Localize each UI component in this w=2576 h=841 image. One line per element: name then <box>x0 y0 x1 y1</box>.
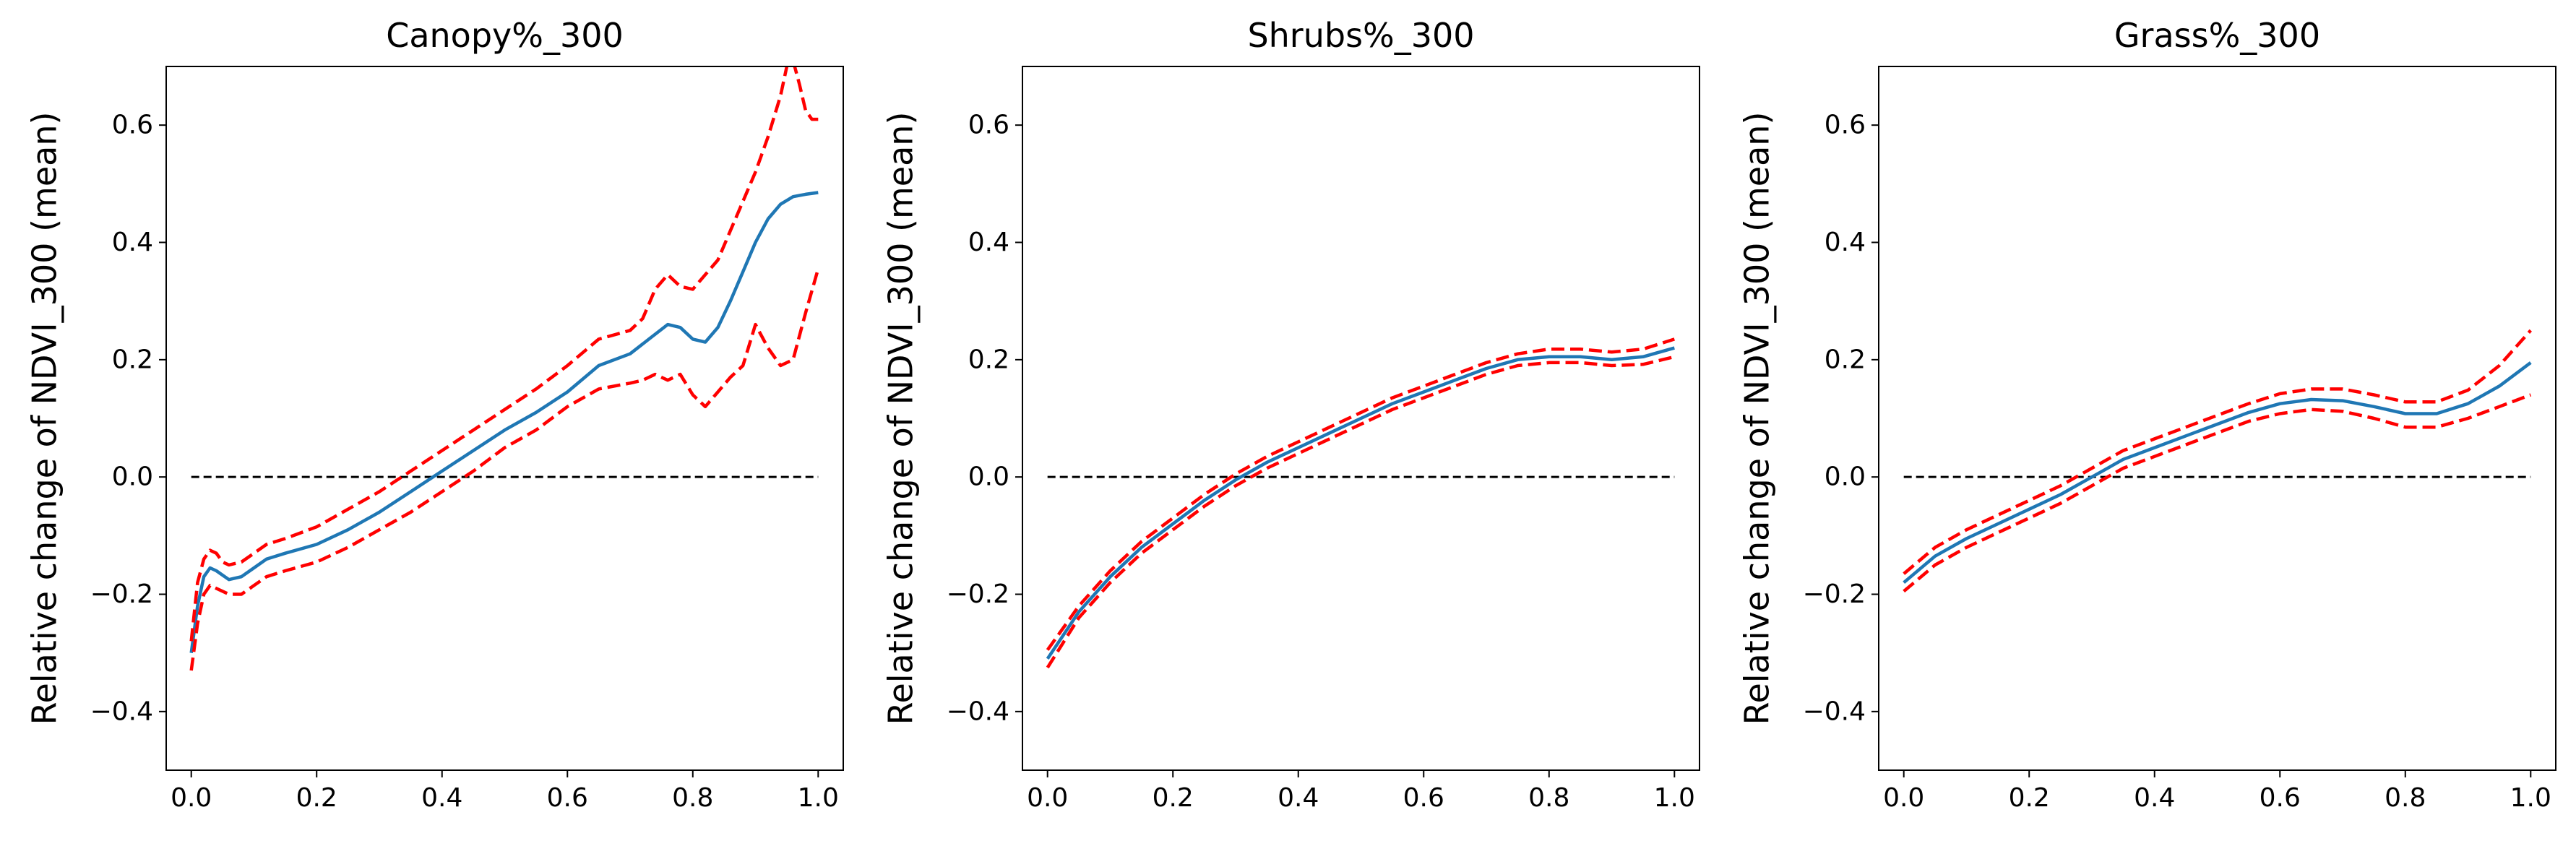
x-tick-label: 0.8 <box>1528 783 1569 813</box>
y-tick-label: 0.4 <box>1825 228 1866 257</box>
y-tick-label: −0.2 <box>90 579 153 609</box>
y-tick-label: 0.0 <box>1825 462 1866 492</box>
lower-bound-line <box>1046 355 1675 669</box>
y-axis-label: Relative change of NDVI_300 (mean) <box>882 112 921 725</box>
upper-bound-line <box>189 66 819 642</box>
panel-title: Grass%_300 <box>2114 16 2320 55</box>
x-tick-label: 1.0 <box>1654 783 1695 813</box>
x-tick-label: 0.8 <box>672 783 713 813</box>
plot-frame <box>1022 66 1700 771</box>
mean-line <box>1903 361 2532 585</box>
panel-grass: Grass%_300 Relative change of NDVI_300 (… <box>1738 16 2556 813</box>
lower-bound-line <box>1903 393 2532 593</box>
y-tick-label: 0.6 <box>1825 111 1866 140</box>
x-tick-label: 1.0 <box>798 783 839 813</box>
y-tick-label: −0.4 <box>947 696 1009 726</box>
y-tick-label: −0.2 <box>1803 579 1866 609</box>
panel-title: Canopy%_300 <box>386 16 624 55</box>
x-tick-label: 0.4 <box>2134 783 2175 813</box>
panel-title: Shrubs%_300 <box>1247 16 1474 55</box>
y-tick-label: 0.2 <box>112 345 153 374</box>
y-axis-label: Relative change of NDVI_300 (mean) <box>25 112 64 725</box>
x-tick-label: 0.4 <box>421 783 462 813</box>
x-tick-label: 0.0 <box>1883 783 1924 813</box>
mean-line <box>1046 346 1675 660</box>
x-tick-label: 0.6 <box>547 783 588 813</box>
mean-line <box>189 191 819 653</box>
y-tick-label: 0.0 <box>968 462 1009 492</box>
y-tick-label: 0.6 <box>112 111 153 140</box>
y-tick-label: 0.6 <box>968 111 1009 140</box>
x-tick-label: 0.2 <box>2009 783 2050 813</box>
y-tick-label: 0.4 <box>112 228 153 257</box>
x-tick-label: 0.2 <box>296 783 337 813</box>
x-tick-label: 1.0 <box>2510 783 2551 813</box>
x-tick-label: 0.2 <box>1153 783 1194 813</box>
y-tick-label: 0.2 <box>968 345 1009 374</box>
y-tick-label: 0.4 <box>968 228 1009 257</box>
y-tick-label: −0.4 <box>1803 696 1866 726</box>
plot-frame <box>165 66 844 771</box>
x-tick-label: 0.4 <box>1278 783 1319 813</box>
y-tick-label: −0.4 <box>90 696 153 726</box>
plot-frame <box>1878 66 2556 771</box>
x-tick-label: 0.8 <box>2385 783 2426 813</box>
panel-canopy: Canopy%_300 Relative change of NDVI_300 … <box>25 16 844 813</box>
x-tick-label: 0.6 <box>2260 783 2301 813</box>
upper-bound-line <box>1903 329 2532 575</box>
y-tick-label: −0.2 <box>947 579 1009 609</box>
y-tick-label: 0.0 <box>112 462 153 492</box>
upper-bound-line <box>1046 337 1675 651</box>
lower-bound-line <box>189 268 820 671</box>
x-tick-label: 0.0 <box>1027 783 1068 813</box>
y-axis-label: Relative change of NDVI_300 (mean) <box>1738 112 1777 725</box>
x-tick-label: 0.6 <box>1403 783 1444 813</box>
x-tick-label: 0.0 <box>171 783 212 813</box>
panel-shrubs: Shrubs%_300 Relative change of NDVI_300 … <box>882 16 1700 813</box>
y-tick-label: 0.2 <box>1825 345 1866 374</box>
